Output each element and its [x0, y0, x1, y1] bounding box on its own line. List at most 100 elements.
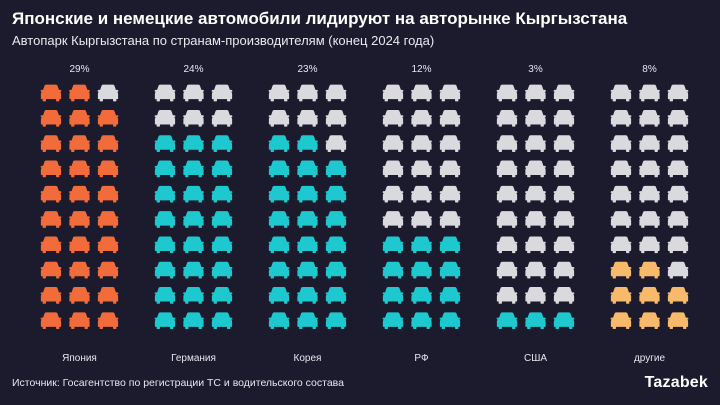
- car-icon-filled: [411, 261, 432, 279]
- car-icon-filled: [69, 135, 90, 152]
- car-icon-filled: [154, 160, 176, 178]
- car-icon-empty: [639, 160, 660, 178]
- car-icon-empty: [610, 160, 632, 178]
- car-icon-filled: [639, 287, 660, 304]
- value-label: 29%: [69, 64, 89, 75]
- waffle-group: 29% Япония: [40, 64, 119, 364]
- car-icon-filled: [268, 261, 290, 279]
- car-icon-empty: [639, 185, 660, 203]
- car-icon-empty: [553, 236, 575, 254]
- car-icon-filled: [553, 312, 575, 330]
- car-icon-empty: [297, 109, 318, 127]
- car-icon-empty: [382, 185, 404, 203]
- car-icon-empty: [525, 109, 546, 127]
- car-icon-empty: [667, 135, 689, 152]
- car-icon-empty: [439, 84, 461, 102]
- car-icon-empty: [610, 84, 632, 102]
- car-icon-empty: [639, 84, 660, 102]
- car-icon-empty: [411, 84, 432, 102]
- waffle-group: 23% Корея: [268, 64, 347, 364]
- car-icon-filled: [97, 185, 119, 203]
- car-icon-empty: [382, 109, 404, 127]
- car-icon-empty: [496, 185, 518, 203]
- car-icon-empty: [553, 84, 575, 102]
- car-icon-filled: [69, 287, 90, 304]
- car-icon-empty: [667, 84, 689, 102]
- car-icon-filled: [610, 261, 632, 279]
- car-icon-filled: [268, 236, 290, 254]
- car-icon-empty: [639, 211, 660, 228]
- car-icon-filled: [297, 160, 318, 178]
- car-icon-empty: [610, 211, 632, 228]
- car-icon-empty: [610, 236, 632, 254]
- car-icon-filled: [211, 211, 233, 228]
- waffle-group: 12% РФ: [382, 64, 461, 364]
- car-icon-empty: [610, 109, 632, 127]
- car-icon-empty: [183, 109, 204, 127]
- car-icon-filled: [154, 236, 176, 254]
- car-icon-empty: [553, 185, 575, 203]
- car-icon-empty: [667, 109, 689, 127]
- car-icon-filled: [97, 287, 119, 304]
- car-icon-empty: [525, 160, 546, 178]
- car-icon-filled: [97, 312, 119, 330]
- car-icon-filled: [97, 160, 119, 178]
- car-icon-empty: [154, 109, 176, 127]
- car-icon-empty: [268, 109, 290, 127]
- car-icon-filled: [69, 236, 90, 254]
- car-icon-filled: [268, 135, 290, 152]
- car-icon-filled: [411, 236, 432, 254]
- waffle-group: 3% США: [496, 64, 575, 364]
- car-icon-empty: [667, 185, 689, 203]
- car-icon-filled: [325, 287, 347, 304]
- value-label: 24%: [183, 64, 203, 75]
- car-icon-filled: [411, 287, 432, 304]
- category-label: РФ: [414, 353, 429, 364]
- car-icon-filled: [268, 312, 290, 330]
- car-icon-empty: [667, 261, 689, 279]
- car-icon-filled: [297, 135, 318, 152]
- car-icon-empty: [667, 211, 689, 228]
- car-icon-empty: [439, 109, 461, 127]
- car-icon-filled: [69, 312, 90, 330]
- car-icon-filled: [639, 312, 660, 330]
- car-icon-filled: [268, 185, 290, 203]
- car-icon-filled: [97, 135, 119, 152]
- value-label: 3%: [528, 64, 543, 75]
- car-icon-empty: [297, 84, 318, 102]
- car-icon-filled: [183, 261, 204, 279]
- car-icon-filled: [268, 160, 290, 178]
- car-icon-filled: [69, 84, 90, 102]
- car-icon-filled: [97, 211, 119, 228]
- car-icon-empty: [439, 185, 461, 203]
- car-icon-empty: [553, 287, 575, 304]
- car-icon-empty: [610, 135, 632, 152]
- car-icon-empty: [496, 84, 518, 102]
- car-icon-empty: [553, 109, 575, 127]
- car-icon-filled: [40, 109, 62, 127]
- car-icon-empty: [496, 261, 518, 279]
- car-icon-empty: [154, 84, 176, 102]
- car-icon-filled: [40, 211, 62, 228]
- car-icon-filled: [639, 261, 660, 279]
- waffle-group: 8% другие: [610, 64, 689, 364]
- car-icon-empty: [183, 84, 204, 102]
- car-icon-empty: [525, 287, 546, 304]
- car-icon-filled: [40, 287, 62, 304]
- car-icon-filled: [40, 160, 62, 178]
- car-icon-empty: [610, 185, 632, 203]
- category-label: США: [524, 353, 547, 364]
- car-icon-filled: [183, 185, 204, 203]
- car-icon-empty: [525, 211, 546, 228]
- car-icon-empty: [525, 236, 546, 254]
- car-icon-filled: [439, 312, 461, 330]
- car-icon-empty: [496, 236, 518, 254]
- car-icon-filled: [382, 236, 404, 254]
- car-icon-filled: [439, 287, 461, 304]
- car-icon-filled: [211, 261, 233, 279]
- car-icon-empty: [97, 84, 119, 102]
- car-icon-filled: [97, 109, 119, 127]
- car-icon-filled: [40, 135, 62, 152]
- car-icon-filled: [325, 261, 347, 279]
- car-icon-empty: [525, 185, 546, 203]
